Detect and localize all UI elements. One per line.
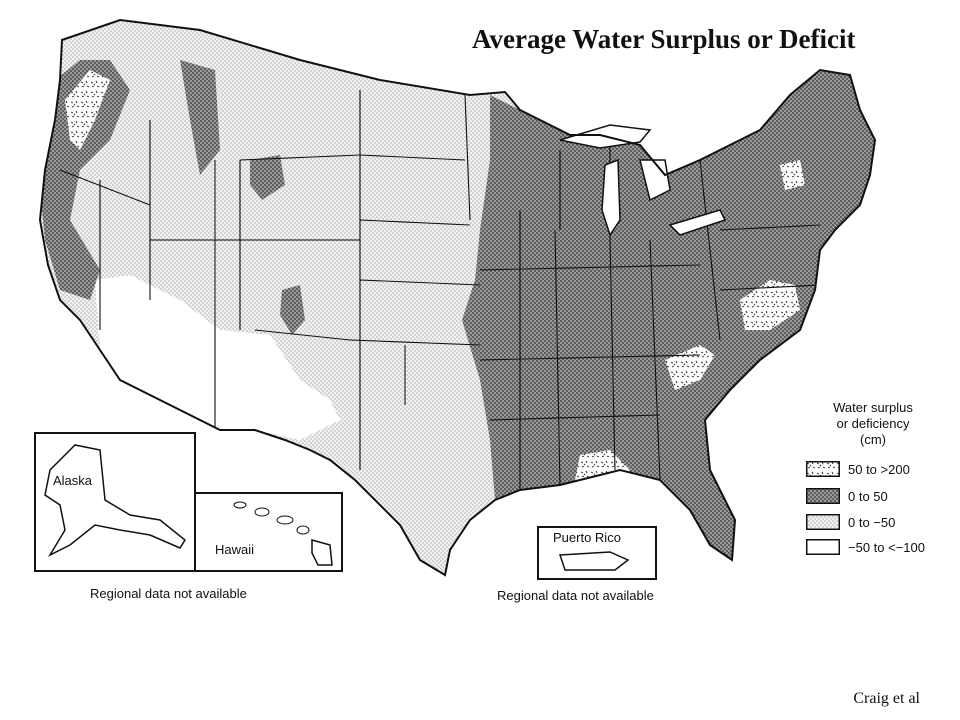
region-rockies-wyoming: [250, 155, 285, 200]
region-coast-surplus: [65, 70, 110, 150]
hawaii-inset: [194, 492, 343, 572]
hawaii-island-3: [276, 515, 294, 525]
legend-deficit-low-label: 0 to −50: [848, 514, 896, 530]
legend-title-line-1: Water surplus: [833, 400, 913, 415]
hawaii-island-1: [233, 501, 247, 509]
regional-note-left: Regional data not available: [90, 586, 247, 601]
lake-michigan: [601, 158, 621, 237]
puerto-rico-inset: [537, 526, 657, 580]
legend-title: Water surplus or deficiency (cm): [818, 400, 928, 448]
region-east-surplus: [462, 70, 875, 560]
legend-surplus-low-swatch: [806, 488, 840, 504]
legend-deficit-high-label: −50 to <−100: [848, 539, 925, 555]
legend-deficit-low: 0 to −50: [806, 513, 895, 531]
legend-title-line-3: (cm): [860, 432, 886, 447]
lake-huron: [639, 159, 671, 202]
region-southwest-deficit: [95, 275, 340, 440]
legend-surplus-low: 0 to 50: [806, 487, 888, 505]
puerto-rico-shape: [558, 551, 630, 571]
legend-deficit-high-swatch: [806, 539, 840, 555]
legend-deficit-high: −50 to <−100: [806, 538, 925, 556]
region-appalachian-surplus: [740, 280, 800, 330]
hawaii-island-4: [296, 525, 310, 535]
region-rockies-north: [180, 60, 220, 175]
legend-title-line-2: or deficiency: [836, 416, 910, 431]
region-rockies-colorado: [280, 285, 305, 335]
alaska-label: Alaska: [53, 473, 93, 488]
legend-deficit-low-swatch: [806, 514, 840, 530]
credit: Craig et al: [853, 690, 920, 707]
alaska-inset: [34, 432, 196, 572]
region-adirondack-surplus: [780, 160, 805, 190]
conterminous-us: [39, 19, 876, 576]
regional-note-right: Regional data not available: [497, 588, 654, 603]
hawaii-island-2: [254, 507, 270, 517]
legend-surplus-low-label: 0 to 50: [848, 488, 888, 504]
region-smoky-surplus: [665, 345, 715, 390]
legend-surplus-high: 50 to >200: [806, 460, 910, 478]
legend-surplus-high-label: 50 to >200: [848, 461, 910, 477]
alaska-shape: [44, 444, 186, 557]
region-pacific-nw-surplus: [40, 60, 130, 300]
puerto-rico-label: Puerto Rico: [553, 530, 621, 545]
lake-erie: [668, 209, 727, 236]
hawaii-label: Hawaii: [215, 542, 255, 557]
state-boundaries: [59, 90, 821, 495]
hawaii-big-island: [311, 539, 333, 566]
legend-surplus-high-swatch: [806, 461, 840, 477]
map-title: Average Water Surplus or Deficit: [472, 24, 856, 54]
